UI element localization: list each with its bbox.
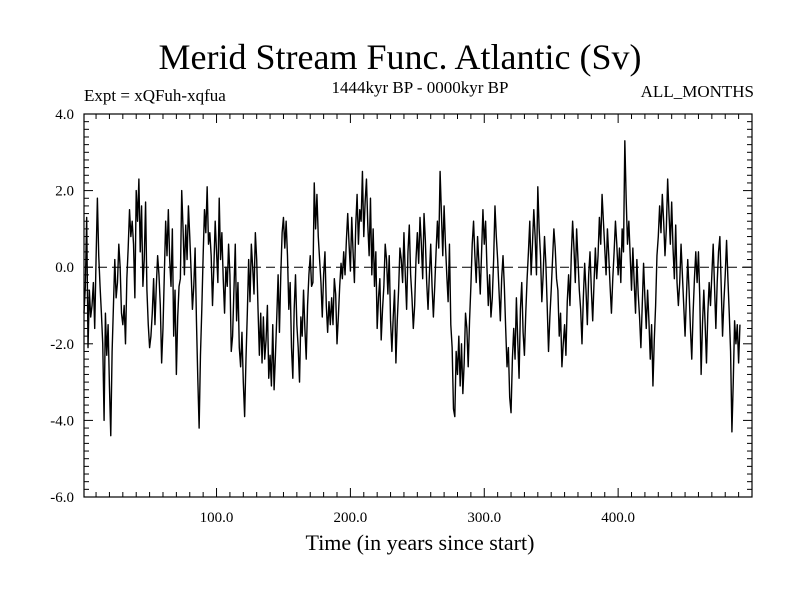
y-tick-label: -2.0: [50, 337, 74, 353]
y-tick-label: 2.0: [55, 184, 74, 200]
chart-title: Merid Stream Func. Atlantic (Sv): [158, 37, 642, 77]
months-label: ALL_MONTHS: [640, 82, 754, 101]
experiment-label: Expt = xQFuh-xqfua: [84, 86, 226, 105]
y-tick-label: 4.0: [55, 107, 74, 123]
x-tick-label: 200.0: [334, 510, 368, 526]
y-tick-label: 0.0: [55, 260, 74, 276]
x-axis-label: Time (in years since start): [305, 530, 535, 555]
series-line: [83, 140, 741, 437]
x-tick-label: 300.0: [467, 510, 501, 526]
time-range-label: 1444kyr BP - 0000kyr BP: [331, 78, 509, 97]
x-tick-label: 100.0: [200, 510, 234, 526]
y-tick-label: -6.0: [50, 490, 74, 506]
x-tick-label: 400.0: [601, 510, 635, 526]
plot-frame: [83, 113, 753, 498]
axis-ticks: 100.0 200.0 300.0 400.0 -6.0 -4.0 -2.0 0.0 2.0 4.…: [50, 107, 752, 526]
y-tick-label: -4.0: [50, 413, 74, 429]
